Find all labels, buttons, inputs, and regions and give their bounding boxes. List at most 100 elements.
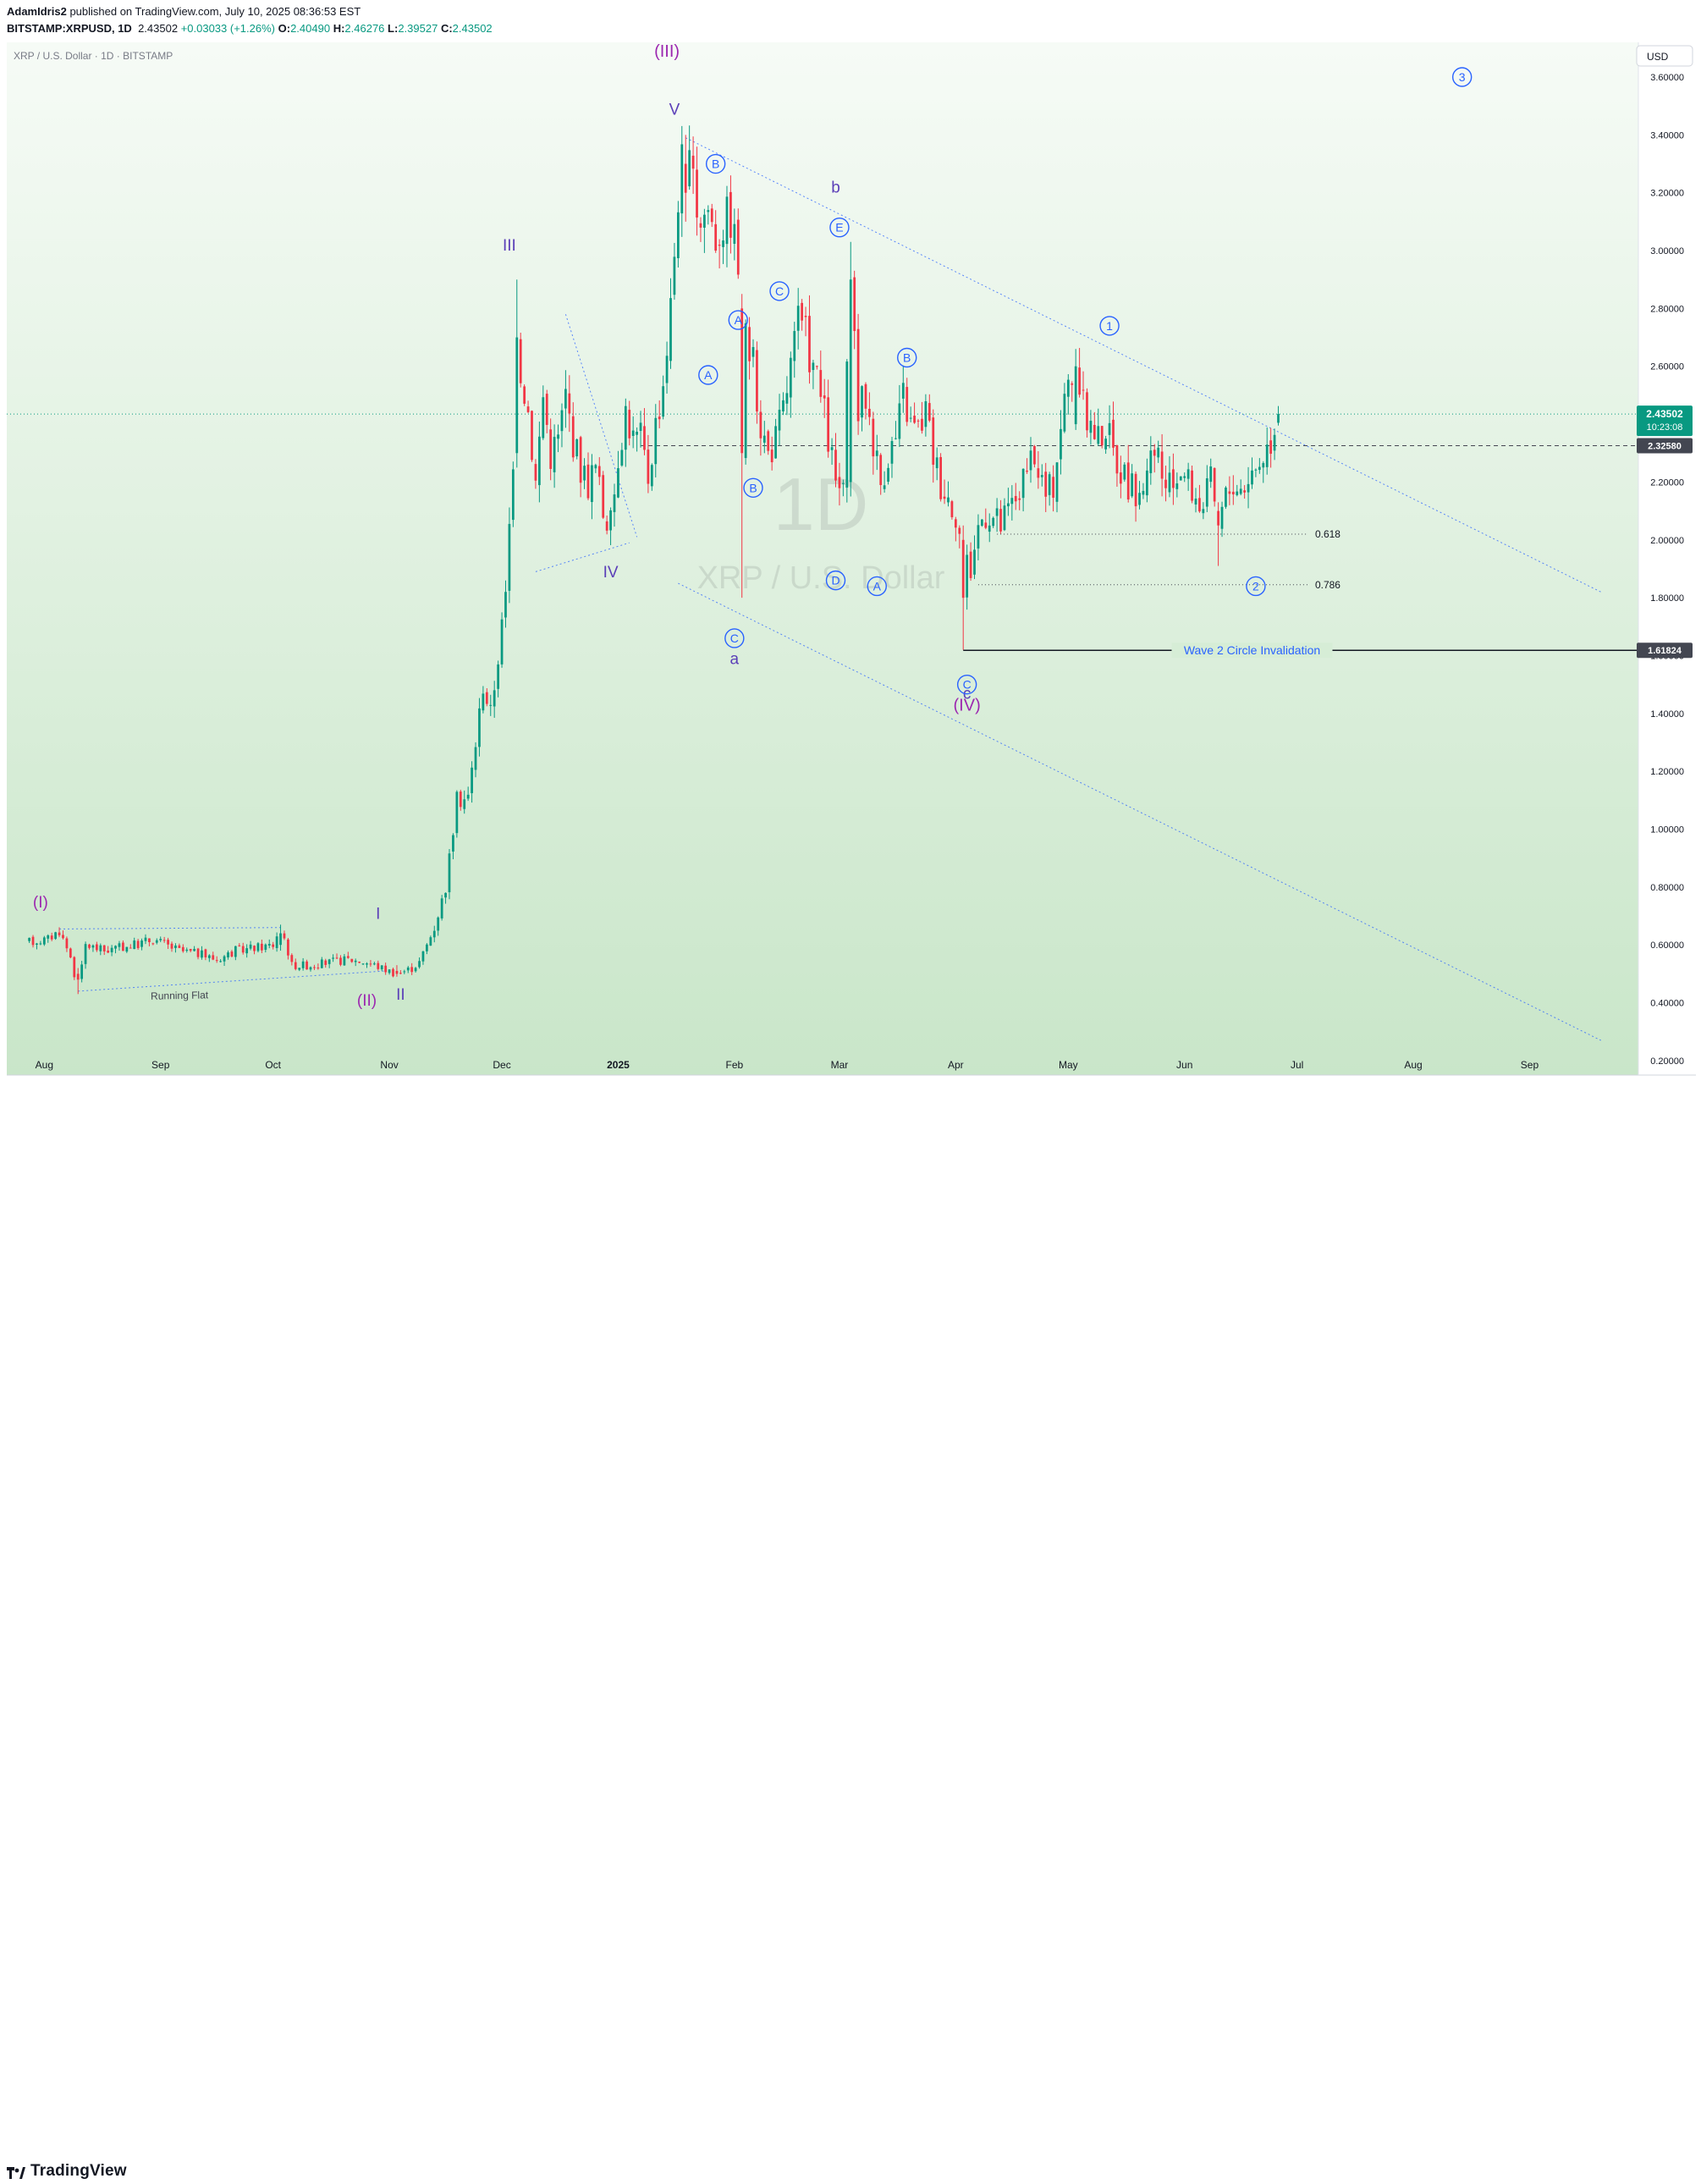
time-axis-tick: 2025	[607, 1059, 630, 1071]
candle	[65, 936, 69, 952]
candle	[418, 957, 421, 969]
running-flat-label: Running Flat	[151, 989, 209, 1001]
candle	[1146, 458, 1148, 503]
candle	[320, 957, 323, 968]
time-axis-tick: Aug	[1404, 1059, 1422, 1071]
candle-body	[95, 944, 98, 951]
candle	[1217, 502, 1219, 566]
level-price-tag-text: 2.32580	[1648, 441, 1682, 451]
candle-body	[272, 944, 275, 947]
candle	[140, 938, 143, 951]
candle	[1052, 465, 1054, 512]
circled-wave-text: B	[903, 350, 911, 364]
candle	[181, 944, 184, 953]
currency-button[interactable]	[1636, 45, 1693, 67]
candle-body	[1100, 426, 1104, 446]
candle	[733, 208, 736, 261]
candle	[1142, 483, 1145, 499]
candle	[579, 435, 582, 498]
candle-body	[332, 957, 334, 959]
candle-body	[519, 339, 522, 383]
candle-body	[906, 387, 909, 422]
price-axis-tick: 1.00000	[1650, 825, 1684, 836]
circled-wave-label: C	[956, 674, 977, 695]
candle	[432, 925, 436, 943]
candle	[95, 941, 98, 952]
candle-body	[647, 449, 650, 484]
candle	[448, 849, 451, 900]
candle-body	[178, 945, 181, 948]
candle-body	[1153, 449, 1156, 456]
candle-body	[380, 965, 383, 970]
tradingview-logo[interactable]: TradingView	[7, 2162, 127, 2181]
candle	[1254, 468, 1258, 477]
candle-body	[215, 960, 218, 962]
candle	[118, 940, 121, 951]
time-axis-tick: May	[1059, 1059, 1078, 1071]
time-axis-tick: Feb	[725, 1059, 743, 1071]
circled-wave-text: C	[730, 631, 739, 645]
candle	[534, 459, 537, 489]
candle-body	[778, 410, 781, 431]
candle-body	[84, 944, 87, 964]
circled-wave-label: 2	[1246, 576, 1266, 597]
candle	[1153, 444, 1156, 473]
candle-body	[471, 767, 473, 793]
candle	[827, 379, 830, 458]
author-name[interactable]: AdamIdris2	[7, 5, 67, 18]
candle-body	[684, 163, 687, 193]
candle	[921, 401, 923, 434]
time-axis-tick: Nov	[380, 1059, 398, 1071]
candle	[542, 385, 545, 440]
candle	[1213, 467, 1216, 507]
candle	[691, 136, 695, 195]
time-axis-tick: Oct	[265, 1059, 281, 1071]
candle-body	[947, 497, 950, 503]
candle	[605, 515, 608, 535]
candle-body	[301, 961, 305, 968]
candle	[73, 956, 76, 980]
circled-wave-text: 2	[1252, 579, 1259, 593]
candle	[1131, 464, 1134, 499]
candle	[924, 394, 928, 437]
candle	[1119, 455, 1122, 499]
candle	[62, 930, 64, 940]
candle	[823, 378, 826, 418]
candle-body	[1164, 479, 1167, 488]
candle-body	[583, 466, 586, 481]
candle	[497, 660, 499, 698]
circled-wave-text: D	[831, 574, 839, 587]
candle-body	[636, 432, 638, 435]
candle-body	[151, 943, 155, 945]
wave-circle	[698, 365, 718, 385]
candle-body	[207, 955, 211, 958]
candle-body	[1029, 450, 1032, 471]
candle-body	[437, 917, 440, 931]
candle	[162, 936, 166, 943]
candle-body	[999, 509, 1002, 532]
price-axis-tick: 0.40000	[1650, 999, 1684, 1009]
circled-wave-label: A	[867, 576, 887, 597]
candle	[1074, 349, 1077, 430]
candle	[272, 941, 275, 950]
candle-body	[710, 208, 713, 223]
candle-body	[403, 971, 406, 973]
candle	[785, 376, 789, 416]
candle-body	[193, 948, 195, 951]
price-chart[interactable]: 1D XRP / U.S. Dollar XRP / U.S. Dollar ·…	[0, 37, 1701, 1077]
candle	[868, 392, 871, 426]
circled-wave-label: B	[705, 153, 726, 174]
candle	[301, 957, 305, 971]
candle-body	[463, 799, 466, 809]
candle-body	[935, 457, 939, 469]
candle	[943, 479, 946, 505]
candle	[988, 513, 991, 543]
candle-body	[511, 469, 515, 521]
candle-body	[426, 944, 428, 951]
candle	[508, 507, 511, 604]
candle	[977, 514, 980, 560]
candle	[230, 950, 234, 957]
candle	[1243, 485, 1246, 499]
candle	[932, 409, 935, 483]
candle	[643, 408, 646, 455]
